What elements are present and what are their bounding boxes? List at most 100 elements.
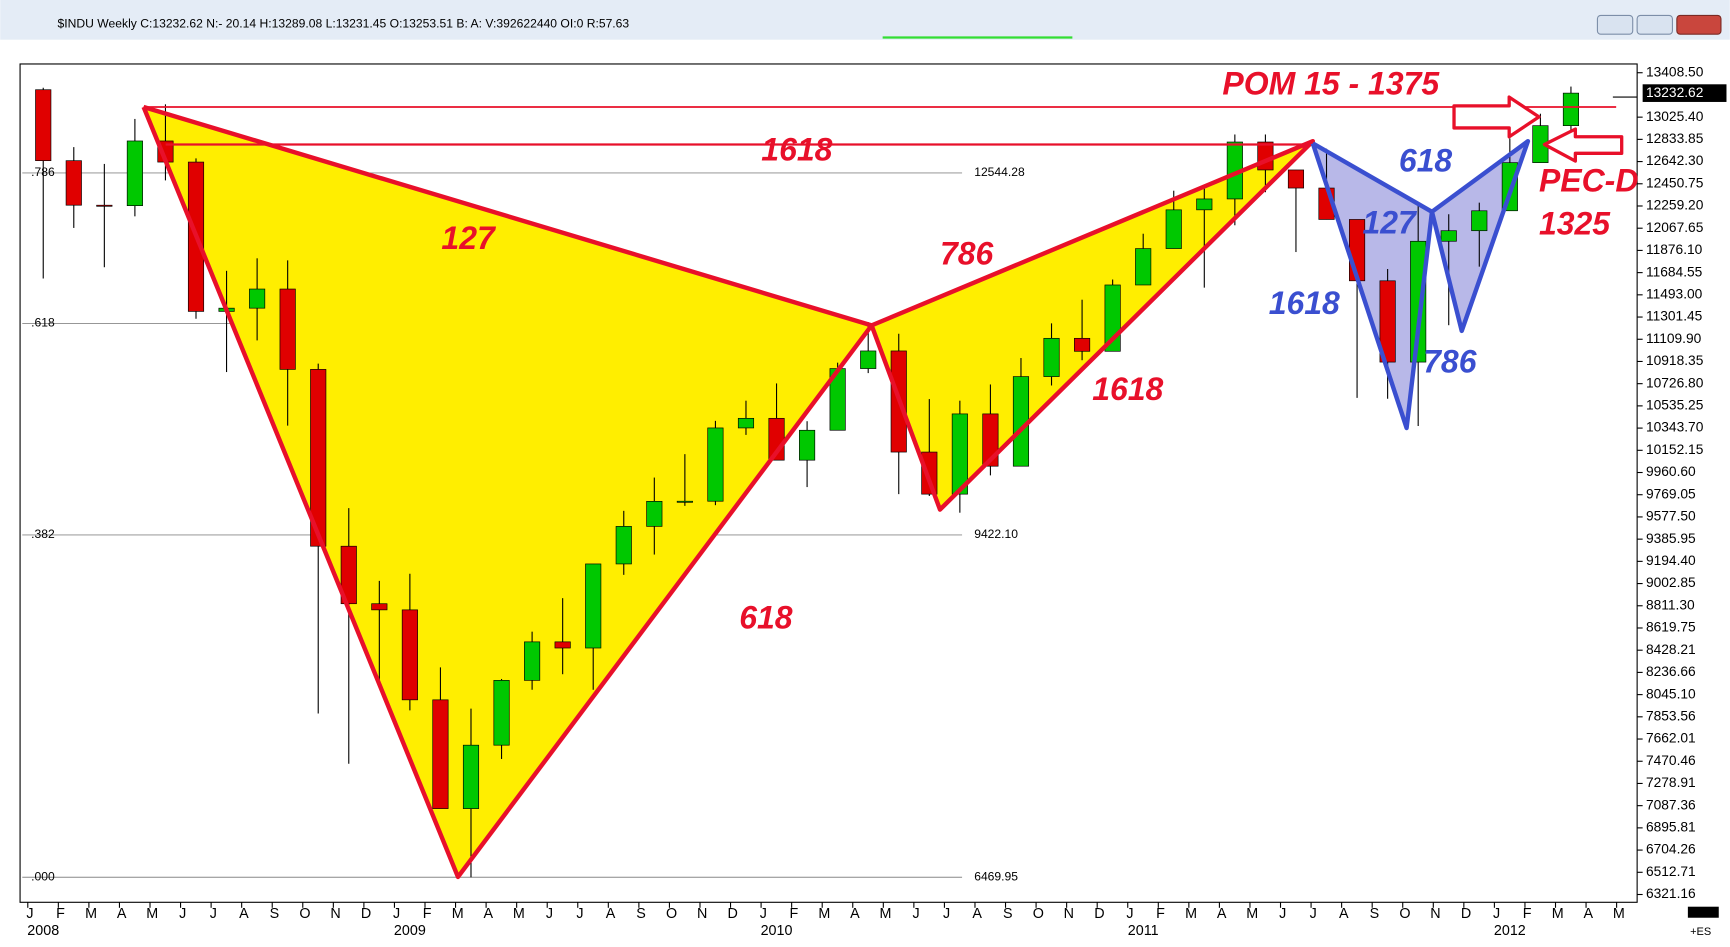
- candles: [35, 86, 1580, 878]
- x-tick-label: M: [146, 906, 158, 922]
- candle-body: [1562, 92, 1580, 126]
- x-tick-label: O: [299, 906, 310, 922]
- x-tick-label: M: [452, 906, 464, 922]
- pattern-outline: [869, 138, 1316, 512]
- x-tick-label: M: [1613, 906, 1625, 922]
- candle-body: [860, 350, 877, 369]
- x-tick-label: N: [330, 906, 340, 922]
- y-tick-label: 7470.46: [1646, 753, 1696, 768]
- annotation: 1618: [1092, 371, 1163, 407]
- candle-body: [401, 609, 418, 701]
- y-tick-label: 12450.75: [1646, 175, 1704, 190]
- x-tick-label: J: [1493, 906, 1500, 922]
- last-price-box: [1642, 84, 1727, 102]
- title-bar: [0, 0, 1730, 40]
- candle-body: [1379, 280, 1396, 363]
- candle-body: [35, 89, 52, 162]
- x-tick-label: S: [636, 906, 646, 922]
- candle-body: [96, 204, 113, 207]
- x-tick-label: A: [606, 906, 616, 922]
- candle-body: [462, 744, 480, 809]
- x-tick-label: N: [1064, 906, 1074, 922]
- annotation: 127: [1362, 204, 1418, 240]
- arrow-left: [1542, 127, 1624, 163]
- candle-body: [1043, 337, 1060, 377]
- y-tick-label: 6704.26: [1646, 842, 1696, 857]
- y-tick-label: 12833.85: [1646, 131, 1704, 146]
- annotation: 1618: [1269, 285, 1340, 321]
- candle-body: [371, 603, 388, 611]
- x-tick-label: O: [1033, 906, 1044, 922]
- y-tick-label: 9577.50: [1646, 509, 1696, 524]
- x-tick-label: F: [423, 906, 432, 922]
- year-label: 2012: [1494, 923, 1526, 939]
- y-tick-label: 8428.21: [1646, 642, 1696, 657]
- candle-body: [279, 288, 296, 370]
- pattern-fill: [871, 141, 1313, 510]
- candle-body: [310, 369, 327, 547]
- y-tick-label: 11301.45: [1646, 309, 1703, 324]
- y-tick-label: 10726.80: [1646, 375, 1704, 390]
- pattern-outline: [141, 104, 874, 880]
- x-tick-label: J: [546, 906, 553, 922]
- y-tick-label: 9769.05: [1646, 486, 1696, 501]
- x-tick-label: F: [1523, 906, 1532, 922]
- candle-body: [554, 641, 571, 649]
- y-tick-label: 8045.10: [1646, 686, 1696, 701]
- candle-body: [126, 140, 143, 206]
- maximize-button[interactable]: [1636, 14, 1673, 35]
- close-button[interactable]: [1676, 14, 1722, 35]
- x-tick-label: S: [270, 906, 280, 922]
- y-tick-label: 7278.91: [1646, 775, 1696, 790]
- candle-body: [737, 417, 755, 429]
- y-tick-label: 8811.30: [1646, 597, 1695, 612]
- x-tick-label: M: [880, 906, 892, 922]
- pattern-fill: [1312, 143, 1432, 428]
- candle-body: [1471, 210, 1488, 232]
- y-tick-label: 10152.15: [1646, 442, 1704, 457]
- fib-ratio: .000: [31, 869, 55, 883]
- x-tick-label: S: [1003, 906, 1013, 922]
- x-tick-label: M: [818, 906, 830, 922]
- x-tick-label: D: [1461, 906, 1471, 922]
- year-label: 2009: [394, 923, 426, 939]
- minimize-button[interactable]: [1596, 14, 1634, 35]
- window-buttons[interactable]: [1596, 14, 1722, 35]
- candle-body: [707, 427, 724, 502]
- candle-body: [1440, 230, 1457, 242]
- x-tick-label: A: [117, 906, 127, 922]
- x-tick-label: J: [912, 906, 919, 922]
- x-tick-label: J: [210, 906, 217, 922]
- x-tick-label: J: [393, 906, 400, 922]
- x-tick-label: O: [666, 906, 677, 922]
- annotation: 618: [1399, 143, 1453, 179]
- x-tick-label: A: [1217, 906, 1227, 922]
- annotation: POM 15 - 1375: [1222, 65, 1440, 101]
- pattern-outline: [1429, 138, 1531, 334]
- pattern-fill: [143, 106, 872, 877]
- annotation: 786: [1423, 343, 1477, 379]
- candle-body: [1074, 337, 1091, 352]
- x-tick-label: J: [179, 906, 186, 922]
- x-tick-label: D: [361, 906, 371, 922]
- candle-body: [921, 451, 938, 495]
- candle-body: [615, 526, 632, 565]
- x-tick-label: J: [943, 906, 950, 922]
- x-tick-label: A: [1339, 906, 1349, 922]
- x-tick-label: A: [1583, 906, 1593, 922]
- x-tick-label: O: [1399, 906, 1410, 922]
- corner-box: [1687, 906, 1719, 918]
- x-tick-label: J: [26, 906, 33, 922]
- y-tick-label: 9385.95: [1646, 531, 1696, 546]
- x-tick-label: D: [1094, 906, 1104, 922]
- x-tick-label: M: [513, 906, 525, 922]
- y-tick-label: 9002.85: [1646, 575, 1696, 590]
- x-tick-label: S: [1370, 906, 1380, 922]
- x-tick-label: M: [85, 906, 97, 922]
- x-tick-label: M: [1552, 906, 1564, 922]
- candle-body: [676, 500, 693, 503]
- y-tick-label: 8236.66: [1646, 664, 1696, 679]
- fib-price: 9422.10: [974, 527, 1018, 541]
